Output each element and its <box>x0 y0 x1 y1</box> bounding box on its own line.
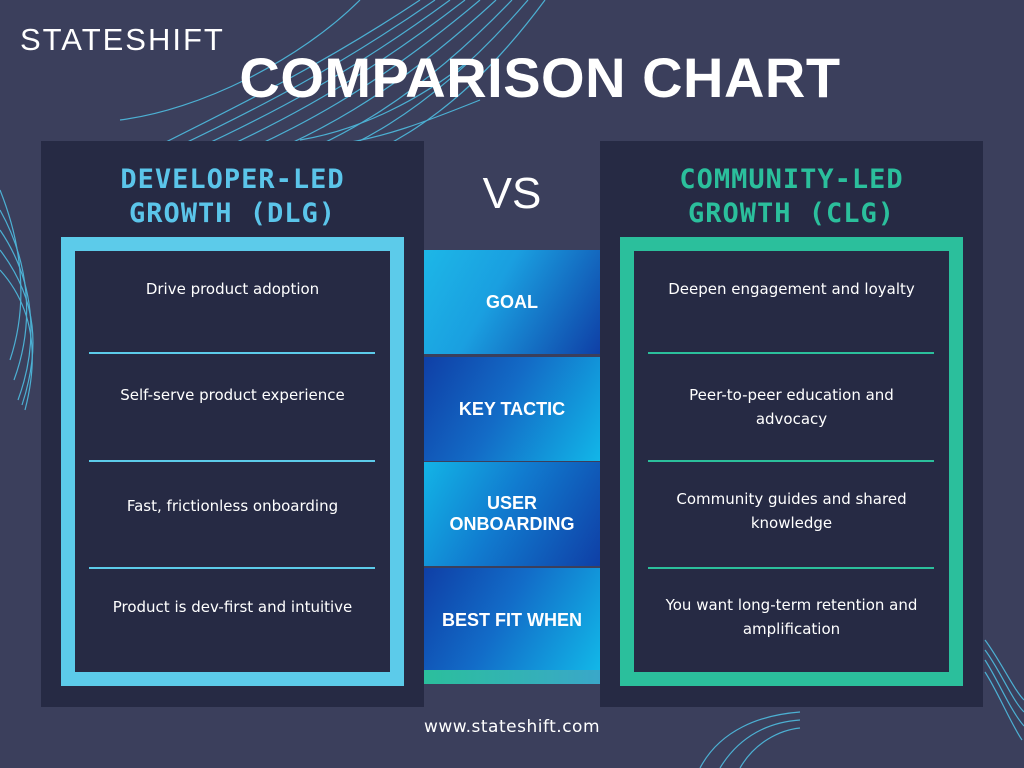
clg-row-key-tactic: Peer-to-peer education and advocacy <box>634 383 949 431</box>
dlg-divider <box>89 567 375 569</box>
clg-list-box: Deepen engagement and loyalty Peer-to-pe… <box>620 237 963 686</box>
page-title: COMPARISON CHART <box>239 46 841 109</box>
category-best-fit-when: BEST FIT WHEN <box>424 568 600 672</box>
clg-divider <box>648 567 934 569</box>
clg-title-line1: COMMUNITY-LED <box>679 164 904 195</box>
clg-goal-text: Deepen engagement and loyalty <box>668 280 915 298</box>
clg-title-line2: GROWTH (CLG) <box>687 198 896 229</box>
dlg-divider <box>89 352 375 354</box>
clg-row-best-fit: You want long-term retention and amplifi… <box>634 593 949 641</box>
clg-best-fit-text: You want long-term retention and amplifi… <box>665 596 918 638</box>
clg-divider <box>648 352 934 354</box>
vs-label: VS <box>482 169 542 218</box>
brand-logo: STATESHIFT <box>20 22 225 57</box>
clg-user-onboarding-text: Community guides and shared knowledge <box>676 490 907 532</box>
dlg-list-box: Drive product adoption Self-serve produc… <box>61 237 404 686</box>
website-url: www.stateshift.com <box>423 717 601 737</box>
clg-key-tactic-text: Peer-to-peer education and advocacy <box>689 386 894 428</box>
clg-panel: COMMUNITY-LED GROWTH (CLG) Deepen engage… <box>600 141 983 707</box>
dlg-row-user-onboarding: Fast, frictionless onboarding <box>75 494 390 518</box>
dlg-row-goal: Drive product adoption <box>75 277 390 301</box>
clg-row-goal: Deepen engagement and loyalty <box>634 277 949 301</box>
category-goal: GOAL <box>424 250 600 354</box>
clg-divider <box>648 460 934 462</box>
clg-row-user-onboarding: Community guides and shared knowledge <box>634 487 949 535</box>
category-user-onboarding: USER ONBOARDING <box>424 462 600 566</box>
dlg-best-fit-text: Product is dev-first and intuitive <box>112 598 353 616</box>
category-key-tactic: KEY TACTIC <box>424 357 600 461</box>
dlg-key-tactic-text: Self-serve product experience <box>120 386 345 404</box>
dlg-divider <box>89 460 375 462</box>
dlg-row-best-fit: Product is dev-first and intuitive <box>75 595 390 619</box>
dlg-title-line2: GROWTH (DLG) <box>128 198 337 229</box>
center-bar-footer <box>424 670 600 684</box>
dlg-row-key-tactic: Self-serve product experience <box>75 383 390 407</box>
dlg-title-line1: DEVELOPER-LED <box>120 164 345 195</box>
dlg-panel-title: DEVELOPER-LED GROWTH (DLG) <box>41 163 424 231</box>
dlg-goal-text: Drive product adoption <box>145 280 320 298</box>
dlg-user-onboarding-text: Fast, frictionless onboarding <box>126 497 339 515</box>
clg-panel-title: COMMUNITY-LED GROWTH (CLG) <box>600 163 983 231</box>
dlg-panel: DEVELOPER-LED GROWTH (DLG) Drive product… <box>41 141 424 707</box>
